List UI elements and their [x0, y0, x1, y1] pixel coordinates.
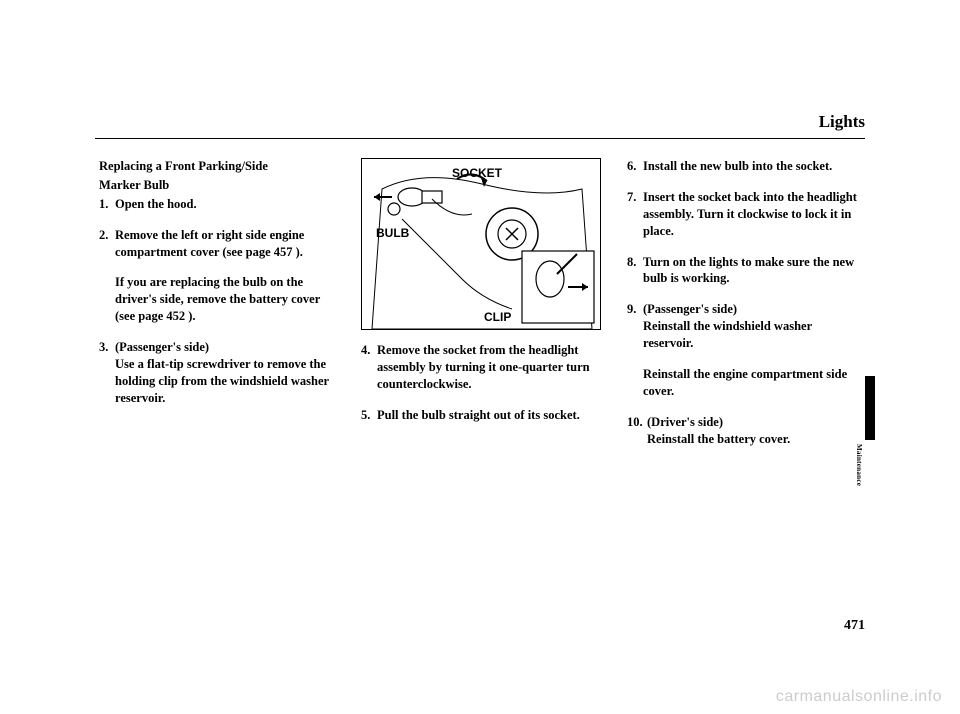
step-text: Remove the socket from the headlight ass… [377, 342, 601, 393]
header-rule [95, 138, 865, 139]
diagram-label-clip: CLIP [484, 309, 511, 325]
step-number: 9. [627, 301, 643, 399]
procedure-heading-line2: Marker Bulb [99, 177, 335, 194]
step-6: 6. Install the new bulb into the socket. [627, 158, 863, 175]
step-number: 1. [99, 196, 115, 213]
step-number: 5. [361, 407, 377, 424]
step-9: 9. (Passenger's side) Reinstall the wind… [627, 301, 863, 399]
watermark-text: carmanualsonline.info [776, 688, 942, 706]
step-text: (Passenger's side) Reinstall the windshi… [643, 301, 863, 399]
step-text: (Driver's side) Reinstall the battery co… [647, 414, 863, 448]
step-lead: (Passenger's side) [643, 301, 863, 318]
step-number: 4. [361, 342, 377, 393]
step-lead: (Driver's side) [647, 414, 863, 431]
step-number: 2. [99, 227, 115, 325]
step-7: 7. Insert the socket back into the headl… [627, 189, 863, 240]
step-3: 3. (Passenger's side) Use a flat-tip scr… [99, 339, 335, 407]
page-number: 471 [844, 618, 865, 634]
step-text: Insert the socket back into the headligh… [643, 189, 863, 240]
column-2: SOCKET BULB CLIP 4. Remove the socket fr… [361, 158, 601, 461]
diagram-label-socket: SOCKET [452, 165, 502, 181]
step-subtext: If you are replacing the bulb on the dri… [115, 274, 335, 325]
step-text-main: Reinstall the battery cover. [647, 432, 790, 446]
step-number: 6. [627, 158, 643, 175]
step-text: Remove the left or right side engine com… [115, 227, 335, 325]
step-number: 10. [627, 414, 647, 448]
instruction-diagram: SOCKET BULB CLIP [361, 158, 601, 330]
column-1: Replacing a Front Parking/Side Marker Bu… [99, 158, 335, 461]
step-text: Open the hood. [115, 196, 335, 213]
step-text-main: Remove the left or right side engine com… [115, 228, 304, 259]
diagram-svg [362, 159, 601, 330]
step-lead: (Passenger's side) [115, 339, 335, 356]
body-columns: Replacing a Front Parking/Side Marker Bu… [99, 158, 863, 461]
step-text: Turn on the lights to make sure the new … [643, 254, 863, 288]
step-text: (Passenger's side) Use a flat-tip screwd… [115, 339, 335, 407]
side-index-tab [865, 376, 875, 440]
diagram-label-bulb: BULB [376, 225, 409, 241]
step-subtext: Reinstall the engine compartment side co… [643, 366, 863, 400]
step-text-main: Reinstall the windshield washer reservoi… [643, 319, 812, 350]
side-index-label: Maintenance [855, 444, 863, 486]
step-number: 3. [99, 339, 115, 407]
step-number: 8. [627, 254, 643, 288]
column-3: 6. Install the new bulb into the socket.… [627, 158, 863, 461]
step-5: 5. Pull the bulb straight out of its soc… [361, 407, 601, 424]
step-text: Pull the bulb straight out of its socket… [377, 407, 601, 424]
procedure-heading-line1: Replacing a Front Parking/Side [99, 158, 335, 175]
step-2: 2. Remove the left or right side engine … [99, 227, 335, 325]
step-number: 7. [627, 189, 643, 240]
step-text: Install the new bulb into the socket. [643, 158, 863, 175]
page-content: Lights Replacing a Front Parking/Side Ma… [95, 90, 865, 650]
step-text-main: Use a flat-tip screwdriver to remove the… [115, 357, 329, 405]
step-4: 4. Remove the socket from the headlight … [361, 342, 601, 393]
step-10: 10. (Driver's side) Reinstall the batter… [627, 414, 863, 448]
section-title: Lights [819, 112, 865, 132]
step-8: 8. Turn on the lights to make sure the n… [627, 254, 863, 288]
step-1: 1. Open the hood. [99, 196, 335, 213]
